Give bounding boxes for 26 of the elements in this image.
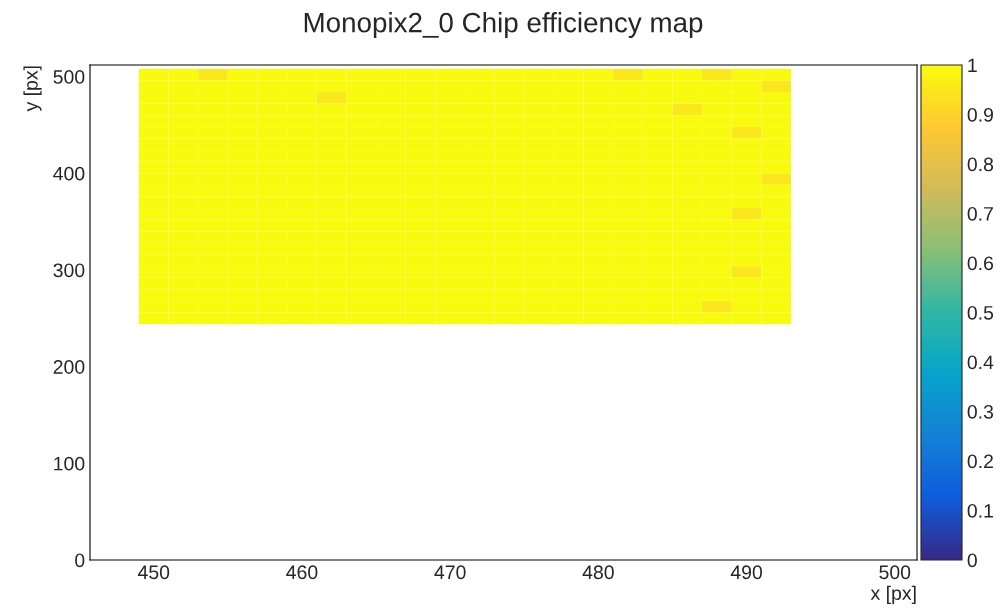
chart-title: Monopix2_0 Chip efficiency map — [304, 12, 703, 38]
x-tick-label: 500 — [879, 565, 911, 580]
color-bar-label: 0.5 — [967, 305, 994, 320]
x-axis-title: x [px] — [870, 585, 916, 604]
color-bar-label: 0.6 — [967, 256, 994, 271]
y-axis-title: y [px] — [23, 66, 42, 112]
x-tick-label: 480 — [582, 565, 614, 580]
y-tick-label: 300 — [53, 263, 85, 278]
y-tick-label: 0 — [75, 553, 85, 568]
color-bar-label: 0.8 — [967, 157, 994, 172]
x-tick-label: 470 — [434, 565, 466, 580]
y-tick-label: 200 — [53, 360, 85, 374]
color-bar-label: 0.7 — [967, 206, 993, 221]
color-bar-label: 0.1 — [967, 503, 993, 518]
y-tick-label: 100 — [54, 456, 85, 471]
color-bar-label: 0.2 — [967, 454, 993, 469]
y-tick-label: 400 — [53, 166, 85, 181]
x-tick-label: 460 — [286, 565, 318, 580]
color-bar-label: 0.9 — [967, 107, 993, 122]
x-tick-label: 490 — [730, 565, 763, 580]
color-bar-label: 1 — [968, 58, 977, 73]
color-bar-label: 0.4 — [967, 355, 994, 370]
x-tick-label: 450 — [137, 565, 170, 580]
color-bar-label: 0.3 — [967, 404, 994, 419]
color-bar-label: 0 — [967, 553, 977, 568]
y-tick-label: 500 — [53, 70, 85, 84]
